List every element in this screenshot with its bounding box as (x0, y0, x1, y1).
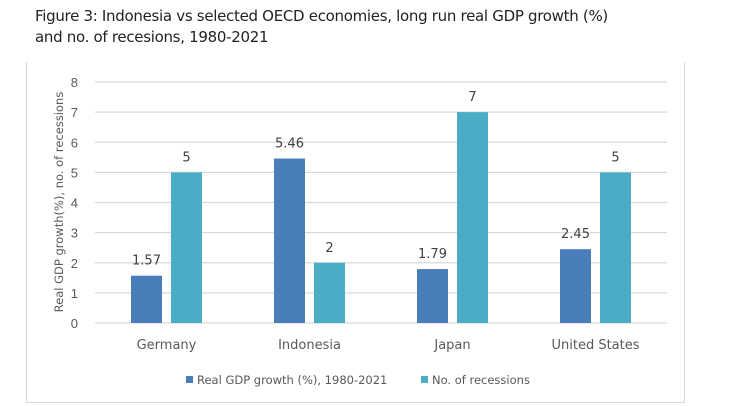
y-tick-2: 2 (71, 256, 78, 271)
data-label-indonesia-series-1: 5.46 (275, 137, 304, 152)
data-label-japan-series-1: 1.79 (418, 247, 447, 262)
data-label-japan-series-2: 7 (468, 90, 476, 105)
legend-label-1: Real GDP growth (%), 1980-2021 (197, 373, 387, 387)
y-tick-4: 4 (71, 196, 78, 211)
x-tick-indonesia: Indonesia (278, 338, 341, 353)
data-label-germany-series-2: 5 (182, 150, 190, 165)
y-tick-labels: 0 1 2 3 4 5 6 7 8 (71, 75, 78, 331)
bar-japan-series-2 (457, 112, 488, 323)
y-tick-6: 6 (71, 135, 78, 150)
x-tick-japan: Japan (433, 338, 470, 353)
y-tick-5: 5 (71, 165, 78, 180)
legend-label-2: No. of recessions (432, 373, 530, 387)
y-tick-3: 3 (71, 226, 78, 241)
data-label-united-states-series-1: 2.45 (561, 227, 590, 242)
chart-frame (26, 62, 685, 403)
legend-swatch-2 (421, 376, 428, 383)
x-tick-labels: Germany Indonesia Japan United States (137, 338, 640, 353)
data-labels: 1.57 5 5.46 2 1.79 7 2.45 5 (132, 90, 620, 269)
legend: Real GDP growth (%), 1980-2021 No. of rec… (186, 373, 530, 387)
bar-indonesia-series-1 (274, 158, 305, 323)
data-label-germany-series-1: 1.57 (132, 254, 161, 269)
chart-title: Figure 3: Indonesia vs selected OECD eco… (35, 6, 735, 48)
data-label-united-states-series-2: 5 (611, 150, 619, 165)
bar-united-states-series-1 (560, 249, 591, 323)
y-tick-8: 8 (71, 75, 78, 90)
bar-germany-series-2 (171, 172, 202, 323)
x-tick-germany: Germany (137, 338, 197, 353)
chart-title-line-2: and no. of recesions, 1980-2021 (35, 28, 269, 46)
x-tick-united-states: United States (551, 338, 639, 353)
bar-germany-series-1 (131, 275, 162, 323)
y-axis-label: Real GDP growth(%), no. of recessions (52, 92, 66, 313)
bar-indonesia-series-2 (314, 262, 345, 323)
legend-swatch-1 (186, 376, 193, 383)
y-tick-7: 7 (71, 105, 78, 120)
y-tick-0: 0 (71, 316, 78, 331)
bar-united-states-series-2 (600, 172, 631, 323)
chart-title-line-1: Figure 3: Indonesia vs selected OECD eco… (35, 7, 608, 25)
bar-japan-series-1 (417, 269, 448, 323)
data-label-indonesia-series-2: 2 (325, 241, 333, 256)
bars (131, 112, 631, 323)
y-tick-1: 1 (71, 286, 78, 301)
